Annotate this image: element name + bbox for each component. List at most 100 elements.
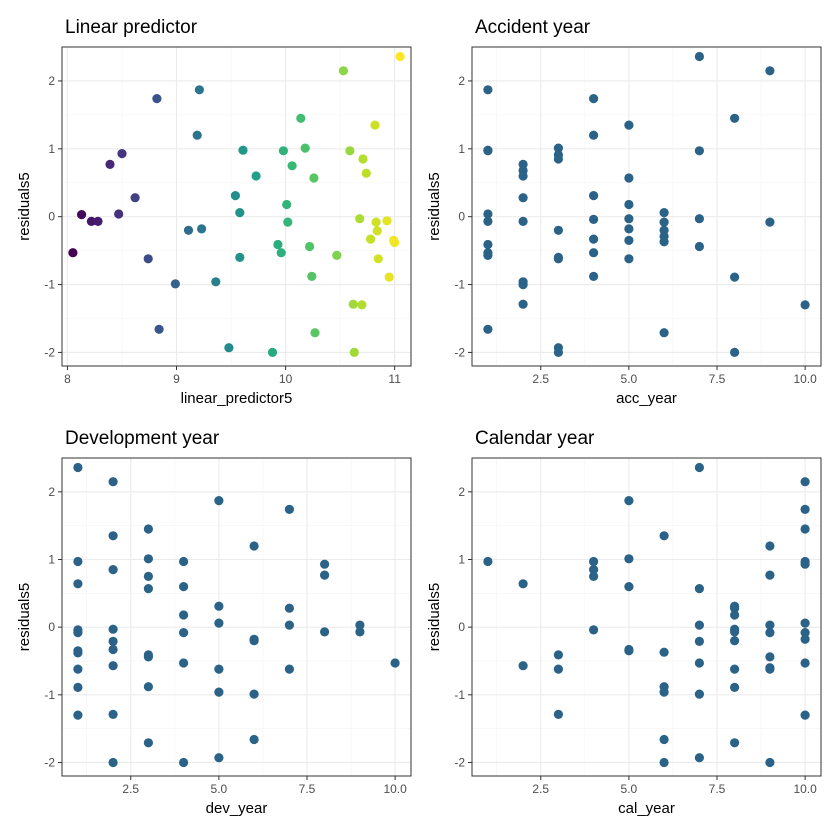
data-point (589, 271, 599, 281)
data-point (338, 66, 348, 76)
data-point (730, 627, 740, 637)
data-point (143, 652, 153, 662)
y-tick-label: 0 (48, 620, 55, 634)
data-point (624, 496, 634, 506)
data-point (589, 248, 599, 258)
data-point (694, 214, 705, 224)
panel-border-development-year (61, 457, 412, 777)
data-point (553, 154, 564, 164)
panel-accident-year: 2.5 5.0 7.5 10.0 -2 -1 0 1 2 acc_year residuals5 Ac… (426, 17, 822, 407)
data-point (355, 620, 365, 630)
x-tick-label: 5.0 (621, 782, 638, 796)
data-point (483, 250, 493, 260)
x-tick-label: 10.0 (383, 782, 407, 796)
data-point (320, 570, 330, 580)
chart-title: Linear predictor (65, 17, 198, 38)
y-axis-calendar-year: -2 -1 0 1 2 (454, 485, 472, 769)
data-point (589, 625, 599, 635)
data-point (235, 208, 245, 218)
panel-border-accident-year (471, 46, 822, 367)
panel-calendar-year: 2.5 5.0 7.5 10.0 -2 -1 0 1 2 cal_year residuals5 Ca… (426, 428, 822, 817)
data-point (143, 738, 153, 748)
data-point (183, 225, 194, 235)
data-point (518, 299, 528, 309)
data-point (694, 636, 705, 647)
data-point (249, 541, 259, 551)
data-point (284, 603, 294, 613)
data-point (320, 559, 330, 569)
data-point (117, 149, 127, 159)
data-point (765, 757, 775, 768)
data-point (73, 462, 83, 473)
data-point (553, 254, 564, 264)
data-point (214, 687, 224, 697)
data-point (214, 601, 224, 611)
data-point (624, 646, 634, 656)
data-point (800, 559, 810, 569)
y-axis-title: residuals5 (16, 583, 33, 651)
x-tick-label: 7.5 (299, 782, 316, 796)
data-point (348, 299, 358, 309)
data-point (249, 734, 259, 745)
data-point (765, 541, 775, 551)
data-point (230, 191, 240, 201)
grid-linear-predictor (62, 47, 411, 366)
data-point (73, 682, 83, 693)
data-point (694, 753, 705, 763)
data-point (624, 554, 634, 564)
x-axis-title: linear_predictor5 (181, 390, 293, 407)
plot-area-development-year (62, 458, 411, 776)
data-point (373, 254, 383, 264)
data-point (249, 689, 259, 699)
grid-development-year (62, 458, 411, 776)
data-point (730, 636, 740, 646)
data-point (108, 565, 118, 575)
data-point (211, 277, 221, 287)
data-point (553, 650, 564, 660)
data-point (192, 130, 202, 140)
data-point (214, 664, 224, 674)
data-point (73, 664, 83, 674)
data-point (197, 224, 207, 234)
data-point (624, 214, 634, 224)
data-point (589, 571, 599, 582)
data-point (371, 217, 381, 227)
data-point (273, 239, 283, 250)
data-point (800, 618, 810, 628)
data-point (284, 664, 294, 674)
data-point (589, 234, 599, 244)
y-tick-label: -1 (44, 278, 55, 292)
data-point (108, 477, 118, 487)
data-point (553, 143, 564, 153)
data-point (77, 210, 87, 220)
data-point (553, 709, 564, 720)
data-point (284, 620, 294, 630)
data-point (518, 579, 528, 589)
data-point (589, 94, 599, 104)
data-point (518, 193, 528, 203)
data-point (267, 347, 278, 357)
data-point (361, 168, 371, 178)
data-point (624, 582, 634, 592)
data-point (730, 610, 740, 620)
data-point (395, 51, 405, 62)
data-point (694, 146, 705, 156)
y-axis-title: residuals5 (426, 172, 443, 240)
data-point (624, 199, 634, 210)
plot-area-calendar-year (472, 458, 821, 776)
data-point (310, 328, 320, 338)
data-point (553, 347, 564, 357)
data-point (659, 217, 669, 227)
x-tick-label: 5.0 (211, 782, 228, 796)
data-point (307, 271, 317, 281)
data-point (93, 216, 103, 226)
x-tick-label: 10.0 (793, 782, 817, 796)
data-point (179, 610, 189, 620)
chart-title: Accident year (475, 17, 591, 38)
data-point (659, 237, 669, 247)
plot-area-accident-year (472, 47, 821, 366)
data-point (694, 620, 705, 630)
data-point (624, 120, 634, 130)
data-point (224, 343, 234, 353)
x-axis-title: dev_year (206, 800, 268, 817)
